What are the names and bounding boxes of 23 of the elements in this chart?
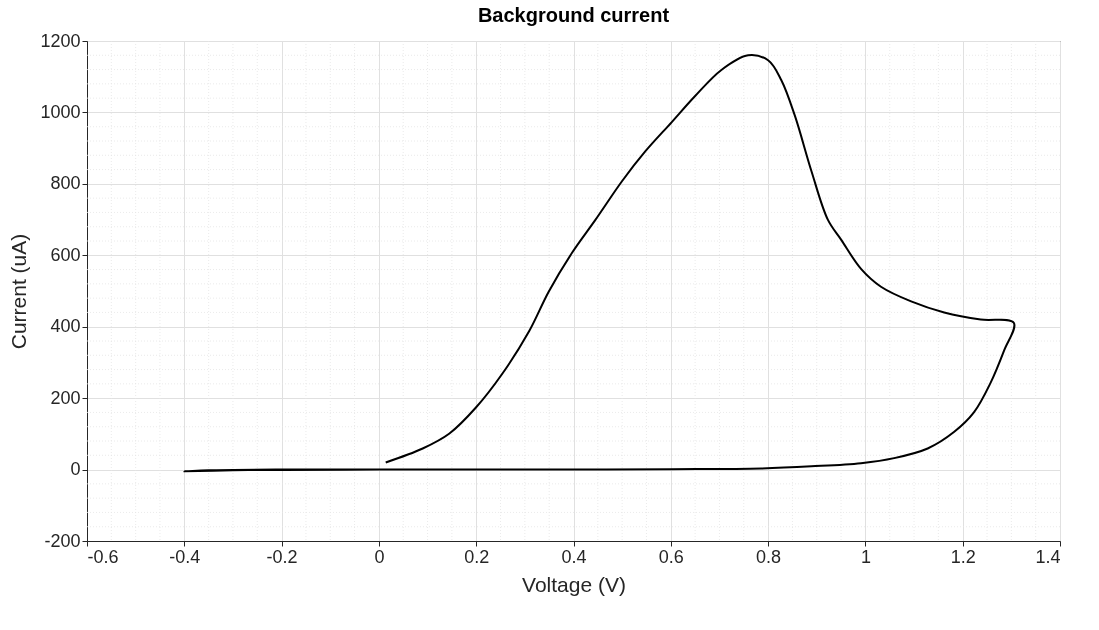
y-tick-label: 1200 <box>40 30 81 51</box>
x-tick-label: 1.4 <box>1035 546 1061 567</box>
line-series <box>183 54 1015 473</box>
y-tick-label: -200 <box>44 530 81 551</box>
x-tick-label: -0.4 <box>169 546 201 567</box>
x-tick-label: 0 <box>374 546 385 567</box>
x-tick-label: 0.8 <box>756 546 782 567</box>
y-axis-title: Current (uA) <box>7 233 31 350</box>
y-tick-label: 800 <box>50 173 81 194</box>
x-tick-label: -0.6 <box>87 546 119 567</box>
y-tick-label: 1000 <box>40 101 81 122</box>
y-tick-label: 600 <box>50 244 81 265</box>
x-tick-label: 1.2 <box>950 546 976 567</box>
y-tick-label: 400 <box>50 316 81 337</box>
y-tick-label: 0 <box>70 459 81 480</box>
y-tick-label: 200 <box>50 387 81 408</box>
chart-title: Background current <box>477 4 670 26</box>
x-tick-label: 0.2 <box>464 546 490 567</box>
x-tick-label: 0.6 <box>658 546 684 567</box>
x-tick-label: -0.2 <box>266 546 298 567</box>
x-axis-title: Voltage (V) <box>522 572 626 596</box>
x-tick-label: 0.4 <box>561 546 587 567</box>
x-tick-label: 1 <box>860 546 871 567</box>
